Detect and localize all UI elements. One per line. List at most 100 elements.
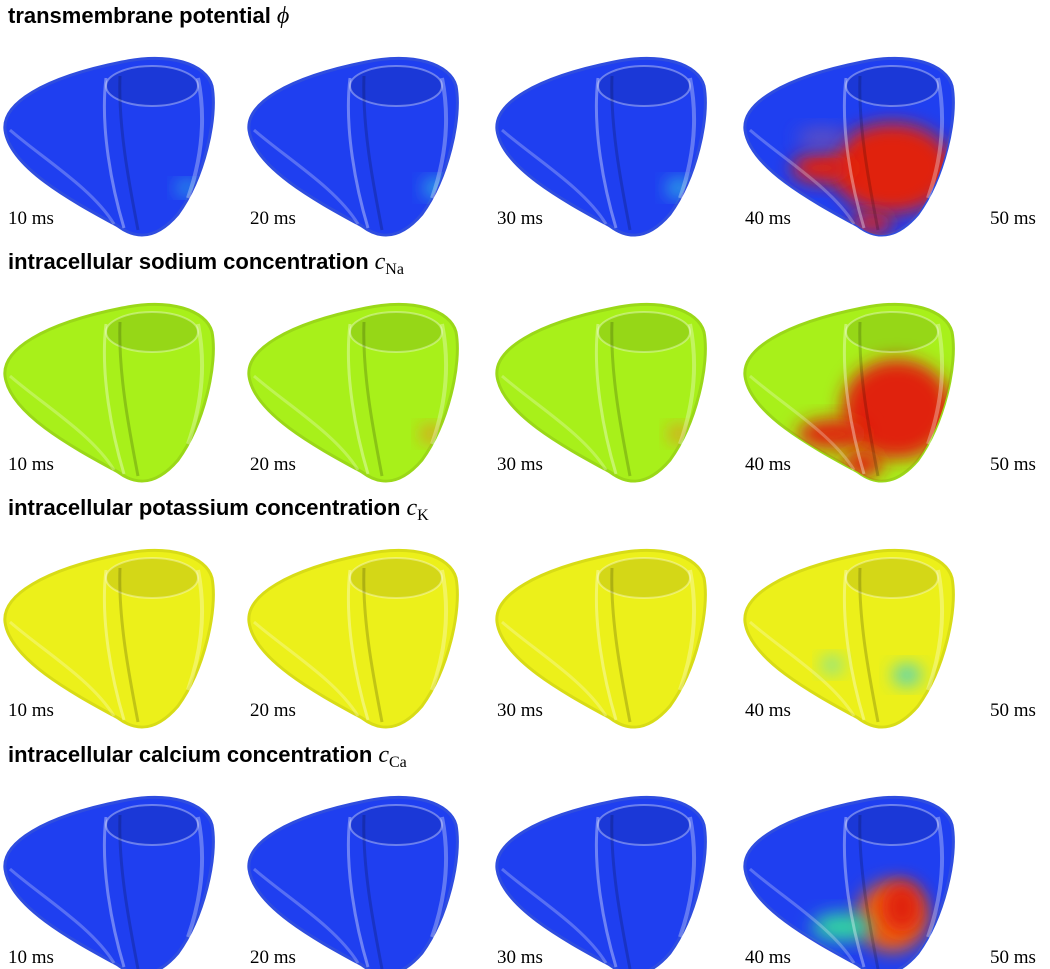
septum	[858, 321, 880, 477]
time-label: 20 ms	[250, 208, 296, 229]
valve-opening	[597, 557, 691, 599]
wall	[186, 77, 205, 199]
heart	[247, 548, 459, 729]
valve-opening	[597, 65, 691, 107]
wall	[430, 816, 449, 938]
septum	[858, 814, 880, 969]
hot-spot	[797, 128, 847, 148]
valve-opening	[349, 311, 443, 353]
wall	[749, 867, 856, 964]
heart-body	[247, 302, 459, 483]
septum	[118, 567, 140, 723]
heart-body	[495, 302, 707, 483]
symbol: c	[378, 742, 389, 768]
heart-body	[247, 56, 459, 237]
hot-spots	[812, 882, 927, 952]
hot-spot	[832, 123, 952, 213]
hot-spot	[812, 913, 872, 941]
septum	[362, 321, 384, 477]
wall	[186, 569, 205, 691]
septum	[362, 567, 384, 723]
septum	[594, 323, 618, 475]
wall	[186, 323, 205, 445]
time-label: 40 ms	[745, 947, 791, 968]
septum	[594, 569, 618, 721]
hot-spots	[792, 123, 952, 233]
wall	[253, 374, 360, 471]
time-label: 30 ms	[497, 700, 543, 721]
septum	[362, 75, 384, 231]
wall	[749, 620, 856, 717]
time-label: 10 ms	[8, 947, 54, 968]
hot-spots	[797, 359, 952, 478]
septum	[610, 321, 632, 477]
wall	[186, 816, 205, 938]
time-label: 20 ms	[250, 454, 296, 475]
wall	[253, 867, 360, 964]
valve-opening	[105, 557, 199, 599]
heart	[3, 795, 215, 969]
septum	[346, 323, 370, 475]
wall	[9, 867, 116, 964]
wall	[9, 620, 116, 717]
wall	[678, 569, 697, 691]
heart-body	[247, 795, 459, 969]
wall	[501, 128, 608, 225]
valve-opening	[845, 804, 939, 846]
heart-body	[495, 548, 707, 729]
septum	[102, 323, 126, 475]
wall	[749, 128, 856, 225]
time-label: 20 ms	[250, 947, 296, 968]
row-title: intracellular potassium concentration cK	[8, 495, 429, 524]
septum	[346, 77, 370, 229]
hot-spot	[893, 665, 921, 685]
time-label: 50 ms	[990, 700, 1036, 721]
time-label: 30 ms	[497, 208, 543, 229]
septum	[842, 77, 866, 229]
heart	[247, 302, 459, 483]
wall	[926, 77, 945, 199]
subscript: Ca	[389, 754, 407, 771]
hot-spots	[667, 180, 691, 196]
heart-body	[495, 56, 707, 237]
symbol: c	[406, 495, 417, 521]
title-text: intracellular potassium concentration	[8, 495, 400, 520]
heart	[3, 56, 215, 237]
heart	[743, 548, 955, 729]
hot-spot	[842, 359, 952, 459]
wall	[678, 77, 697, 199]
time-label: 40 ms	[745, 454, 791, 475]
septum	[118, 75, 140, 231]
subscript: Na	[385, 261, 404, 278]
wall	[253, 128, 360, 225]
valve-opening	[597, 311, 691, 353]
septum	[594, 816, 618, 968]
wall	[501, 867, 608, 964]
septum	[610, 75, 632, 231]
septum	[346, 816, 370, 968]
septum	[102, 816, 126, 968]
title-text: intracellular calcium concentration	[8, 742, 372, 767]
valve-opening	[105, 804, 199, 846]
septum	[102, 77, 126, 229]
title-text: intracellular sodium concentration	[8, 249, 369, 274]
hot-spot	[852, 213, 892, 233]
time-label: 20 ms	[250, 700, 296, 721]
heart	[743, 56, 955, 237]
valve-opening	[845, 311, 939, 353]
wall	[678, 323, 697, 445]
wall	[678, 816, 697, 938]
hot-spot	[797, 419, 867, 449]
heart-body	[3, 548, 215, 729]
septum	[118, 814, 140, 969]
wall	[430, 323, 449, 445]
time-label: 40 ms	[745, 208, 791, 229]
time-label: 50 ms	[990, 454, 1036, 475]
heart	[247, 56, 459, 237]
heart	[3, 548, 215, 729]
septum	[594, 77, 618, 229]
wall	[501, 374, 608, 471]
septum	[858, 75, 880, 231]
wall	[749, 374, 856, 471]
